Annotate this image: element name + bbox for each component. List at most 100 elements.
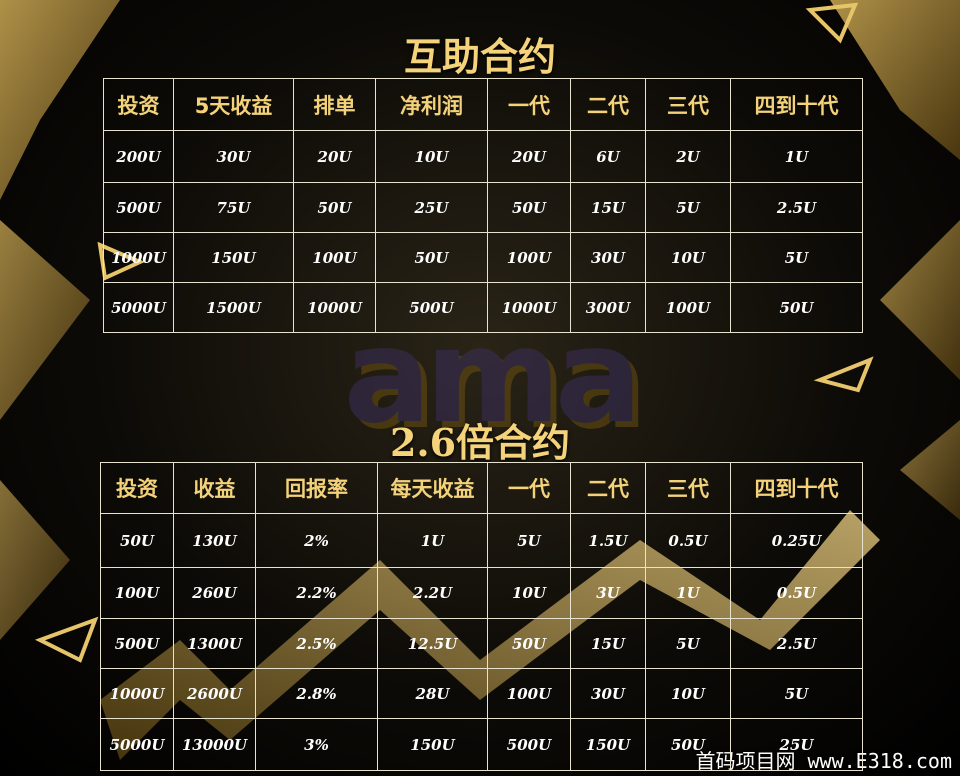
header-cell: 二代 [570,462,646,514]
table-cell: 100U [487,232,571,283]
header-cell: 投资 [100,462,174,514]
table-cell: 30U [570,232,646,283]
table-cell: 50U [100,513,174,568]
header-cell: 投资 [103,78,174,131]
table-cell: 1U [730,130,863,183]
table-cell: 12.5U [377,618,488,669]
table-cell: 10U [645,668,731,719]
table-cell: 2.8% [255,668,378,719]
table-cell: 20U [487,130,571,183]
table-cell: 50U [375,232,488,283]
table-cell: 30U [173,130,294,183]
header-cell: 收益 [173,462,256,514]
table-cell: 500U [103,182,174,233]
table-cell: 0.5U [645,513,731,568]
table-row: 50U 130U 2% 1U 5U 1.5U 0.5U 0.25U [100,513,863,568]
table-cell: 1U [377,513,488,568]
table-row: 1000U 150U 100U 50U 100U 30U 10U 5U [103,232,863,283]
header-cell: 一代 [487,78,571,131]
table-cell: 130U [173,513,256,568]
table-cell: 2.5U [730,182,863,233]
table-cell: 2.2U [377,567,488,619]
table-cell: 1U [645,567,731,619]
table-cell: 2.5% [255,618,378,669]
table-cell: 1000U [487,282,571,333]
table-row: 5000U 1500U 1000U 500U 1000U 300U 100U 50U [103,282,863,333]
table-cell: 100U [645,282,731,333]
table-cell: 5U [645,618,731,669]
header-cell: 四到十代 [730,78,863,131]
table-cell: 5000U [103,282,174,333]
table-cell: 1000U [293,282,376,333]
table-cell: 15U [570,182,646,233]
table-cell: 25U [375,182,488,233]
table-cell: 150U [173,232,294,283]
table-cell: 0.5U [730,567,863,619]
table-cell: 30U [570,668,646,719]
header-cell: 排单 [293,78,376,131]
header-cell: 回报率 [255,462,378,514]
table-cell: 2.5U [730,618,863,669]
table-cell: 2% [255,513,378,568]
table-row: 500U 75U 50U 25U 50U 15U 5U 2.5U [103,182,863,233]
table-cell: 13000U [173,718,256,771]
table-cell: 0.25U [730,513,863,568]
header-cell: 四到十代 [730,462,863,514]
table-cell: 260U [173,567,256,619]
table-cell: 2600U [173,668,256,719]
table-cell: 500U [487,718,571,771]
table-cell: 10U [375,130,488,183]
table-cell: 1300U [173,618,256,669]
table-cell: 100U [100,567,174,619]
header-cell: 三代 [645,78,731,131]
header-row: 投资 5天收益 排单 净利润 一代 二代 三代 四到十代 [103,78,863,131]
table-cell: 1000U [100,668,174,719]
table-cell: 500U [375,282,488,333]
table-cell: 50U [293,182,376,233]
header-cell: 5天收益 [173,78,294,131]
header-row: 投资 收益 回报率 每天收益 一代 二代 三代 四到十代 [100,462,863,514]
section-title: 互助合约 [403,34,556,79]
table-cell: 5000U [100,718,174,771]
table-cell: 3% [255,718,378,771]
table-cell: 200U [103,130,174,183]
table-cell: 1000U [103,232,174,283]
header-cell: 每天收益 [377,462,488,514]
table-cell: 28U [377,668,488,719]
data-table: 投资 5天收益 排单 净利润 一代 二代 三代 四到十代 200U 30U 20U 10U 20U 6U 2… [103,78,863,333]
table-cell: 150U [570,718,646,771]
table-cell: 5U [645,182,731,233]
table-cell: 25U [730,718,863,771]
table-cell: 10U [645,232,731,283]
table-cell: 5U [730,232,863,283]
header-cell: 净利润 [375,78,488,131]
table-row: 500U 1300U 2.5% 12.5U 50U 15U 5U 2.5U [100,618,863,669]
table-cell: 5U [487,513,571,568]
table-cell: 15U [570,618,646,669]
table-cell: 150U [377,718,488,771]
table-cell: 5U [730,668,863,719]
table-cell: 500U [100,618,174,669]
header-cell: 三代 [645,462,731,514]
table-cell: 100U [293,232,376,283]
table-cell: 6U [570,130,646,183]
table-cell: 2.2% [255,567,378,619]
table-cell: 1500U [173,282,294,333]
table-cell: 2U [645,130,731,183]
table-cell: 10U [487,567,571,619]
table-cell: 75U [173,182,294,233]
table-cell: 50U [730,282,863,333]
table-cell: 20U [293,130,376,183]
table-row: 5000U 13000U 3% 150U 500U 150U 50U 25U [100,718,863,771]
table-cell: 50U [487,182,571,233]
table-cell: 1.5U [570,513,646,568]
table-cell: 50U [645,718,731,771]
table-cell: 50U [487,618,571,669]
data-table: 投资 收益 回报率 每天收益 一代 二代 三代 四到十代 50U 130U 2% 1U 5U 1.5U 0.… [100,462,863,771]
table-cell: 100U [487,668,571,719]
table-row: 100U 260U 2.2% 2.2U 10U 3U 1U 0.5U [100,567,863,619]
header-cell: 一代 [487,462,571,514]
table-row: 200U 30U 20U 10U 20U 6U 2U 1U [103,130,863,183]
table-row: 1000U 2600U 2.8% 28U 100U 30U 10U 5U [100,668,863,719]
